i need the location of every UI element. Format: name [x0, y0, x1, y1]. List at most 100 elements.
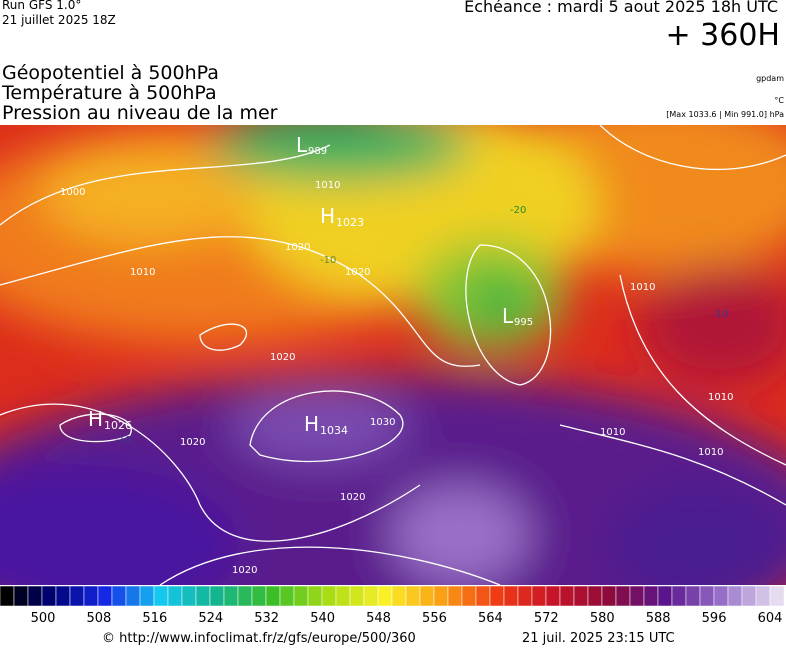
- color-swatch: [265, 586, 281, 607]
- color-swatch: [237, 586, 253, 607]
- color-swatch: [83, 586, 99, 607]
- color-swatch: [699, 586, 715, 607]
- center-kind: H: [320, 204, 335, 228]
- color-swatch: [335, 586, 351, 607]
- temp-label: -10: [712, 309, 728, 320]
- color-swatch: [293, 586, 309, 607]
- color-swatch: [727, 586, 743, 607]
- isobars: [0, 125, 786, 585]
- colorbar-tick-label: 564: [478, 611, 503, 626]
- field: Température à 500hPa: [2, 82, 217, 104]
- isobar-label: 1010: [315, 180, 340, 191]
- color-swatch: [769, 586, 785, 607]
- color-swatch: [671, 586, 687, 607]
- color-swatch: [125, 586, 141, 607]
- color-swatch: [657, 586, 673, 607]
- isobar-label: 1010: [130, 267, 155, 278]
- colorbar-tick-label: 548: [366, 611, 391, 626]
- unit: °C: [774, 96, 784, 105]
- color-swatch: [391, 586, 407, 607]
- source-url: © http://www.infoclimat.fr/z/gfs/europe/…: [102, 631, 416, 646]
- color-swatch: [223, 586, 239, 607]
- color-swatch: [419, 586, 435, 607]
- isobar-label: 1020: [180, 437, 205, 448]
- center-value: 1034: [320, 424, 348, 437]
- color-swatch: [433, 586, 449, 607]
- temp-label: -20: [510, 205, 526, 216]
- map: 1000 1010 1010 1020 1020 1020 1020 1030 …: [0, 125, 786, 585]
- center-value: 989: [308, 146, 327, 157]
- color-swatch: [0, 586, 15, 607]
- color-swatch: [13, 586, 29, 607]
- color-swatch: [517, 586, 533, 607]
- color-swatch: [503, 586, 519, 607]
- color-swatch: [685, 586, 701, 607]
- unit: [Max 1033.6 | Min 991.0] hPa: [666, 110, 784, 119]
- center-kind: H: [88, 407, 103, 431]
- temperature-labels: -20 -10 -10 -10: [115, 205, 728, 446]
- colorbar-tick-label: 596: [702, 611, 727, 626]
- field-shading: [0, 125, 786, 585]
- colorbar-tick-label: 524: [198, 611, 223, 626]
- color-swatch: [741, 586, 757, 607]
- color-swatch: [755, 586, 771, 607]
- colorbar-tick-label: 500: [31, 611, 56, 626]
- color-swatch: [167, 586, 183, 607]
- color-swatch: [209, 586, 225, 607]
- isobar-label: 1000: [60, 187, 85, 198]
- color-swatch: [153, 586, 169, 607]
- color-swatch: [573, 586, 589, 607]
- lead-time: + 360H: [665, 18, 781, 53]
- color-swatch: [97, 586, 113, 607]
- run-date: 21 juillet 2025 18Z: [2, 13, 116, 27]
- color-swatch: [27, 586, 43, 607]
- isobar-label: 1020: [270, 352, 295, 363]
- color-swatch: [489, 586, 505, 607]
- color-swatch: [111, 586, 127, 607]
- center-kind: H: [304, 412, 319, 436]
- color-swatch: [69, 586, 85, 607]
- run: Run GFS 1.0°: [2, 0, 82, 12]
- pressure-centers: L 989 H 1023 L 995 H 1026 H 1034: [88, 133, 533, 437]
- color-swatch: [321, 586, 337, 607]
- color-swatch: [363, 586, 379, 607]
- generated-time: 21 juil. 2025 23:15 UTC: [522, 631, 675, 646]
- isobar-label: 1020: [232, 565, 257, 576]
- colorbar-tick-label: 532: [254, 611, 279, 626]
- isobar-label: 1020: [340, 492, 365, 503]
- color-swatch: [307, 586, 323, 607]
- color-swatch: [41, 586, 57, 607]
- isobar-label: 1010: [630, 282, 655, 293]
- colorbar: 500 508 516 524 532 540 548 556 564 572 580 588 596 6…: [0, 586, 785, 626]
- center-kind: L: [296, 133, 308, 157]
- field: Pression au niveau de la mer: [2, 102, 278, 124]
- center-value: 995: [514, 317, 533, 328]
- isobar-label: 1020: [285, 242, 310, 253]
- color-swatch: [377, 586, 393, 607]
- isobar-label: 1020: [345, 267, 370, 278]
- colorbar-tick-label: 540: [310, 611, 335, 626]
- isobar-label: 1010: [600, 427, 625, 438]
- color-swatch: [615, 586, 631, 607]
- color-swatch: [559, 586, 575, 607]
- color-swatch: [55, 586, 71, 607]
- color-swatch: [251, 586, 267, 607]
- color-swatch: [643, 586, 659, 607]
- color-swatch: [475, 586, 491, 607]
- center-kind: L: [502, 304, 514, 328]
- center-value: 1026: [104, 419, 132, 432]
- colorbar-tick-label: 508: [87, 611, 112, 626]
- color-swatch: [587, 586, 603, 607]
- color-swatch: [279, 586, 295, 607]
- color-swatch: [629, 586, 645, 607]
- field: Géopotentiel à 500hPa: [2, 62, 219, 84]
- color-swatch: [447, 586, 463, 607]
- color-swatch: [405, 586, 421, 607]
- color-swatch: [713, 586, 729, 607]
- isobar-labels: 1000 1010 1010 1020 1020 1020 1020 1030 …: [60, 180, 733, 576]
- colorbar-tick-label: 588: [646, 611, 671, 626]
- temp-label: -10: [115, 435, 131, 446]
- colorbar-tick-label: 516: [142, 611, 167, 626]
- color-swatch: [601, 586, 617, 607]
